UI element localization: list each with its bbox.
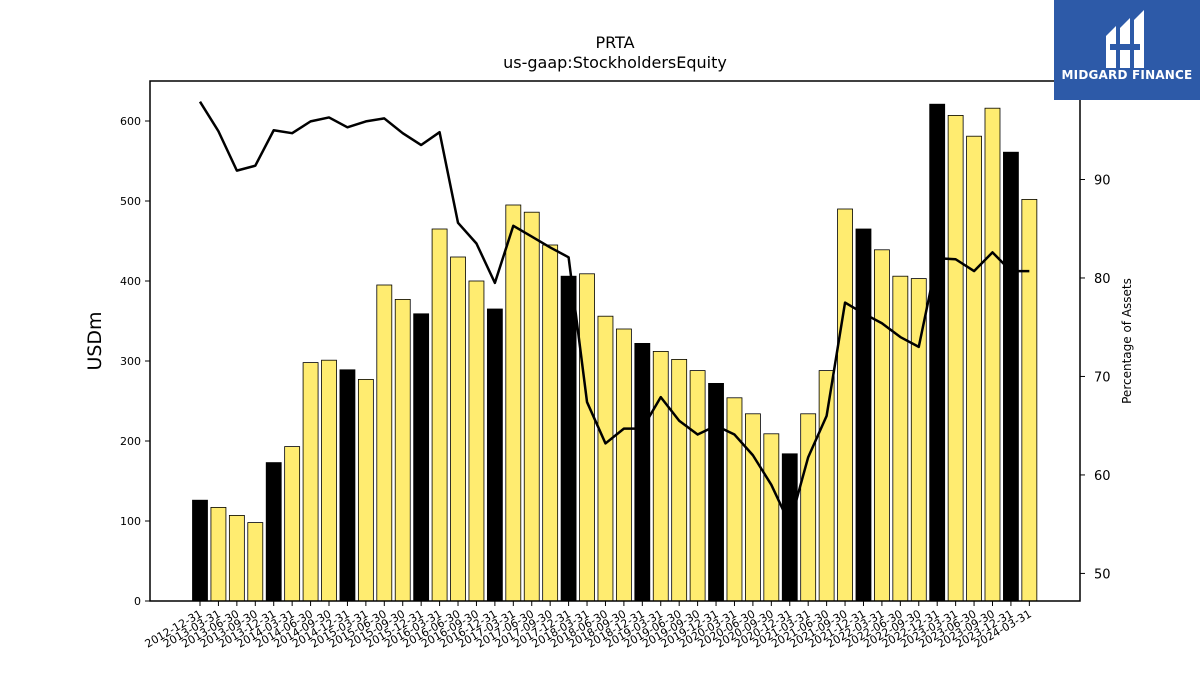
bar-2014-03-31 bbox=[284, 446, 301, 602]
bar-2013-06-30 bbox=[228, 515, 245, 602]
bar-2023-09-30 bbox=[984, 107, 1001, 602]
chart-subtitle: us-gaap:StockholdersEquity bbox=[503, 53, 727, 72]
y-tick-label: 0 bbox=[134, 595, 141, 608]
percentage-line-series bbox=[198, 101, 1030, 526]
y2-axis-label: Percentage of Assets bbox=[1120, 278, 1134, 404]
y-tick-label: 200 bbox=[120, 435, 141, 448]
bar-2013-12-31 bbox=[265, 462, 282, 602]
bar-2017-09-30 bbox=[542, 244, 559, 602]
bar-2023-06-30 bbox=[966, 135, 982, 602]
y2-tick-label: 80 bbox=[1094, 272, 1111, 287]
bar-2024-03-31 bbox=[1021, 198, 1038, 602]
brand-logo: MIDGARD FINANCE bbox=[1054, 0, 1200, 100]
bar-2015-12-31 bbox=[413, 313, 430, 602]
bar-2021-06-30 bbox=[818, 370, 835, 602]
y2-axis-ticks: 50 60 70 80 90 bbox=[1080, 173, 1111, 582]
chart-title: PRTA bbox=[595, 33, 634, 52]
y2-tick-label: 70 bbox=[1094, 370, 1111, 385]
bar-2018-03-31 bbox=[579, 273, 595, 602]
bar-2021-12-31 bbox=[855, 228, 872, 602]
bar-2019-03-31 bbox=[652, 350, 669, 602]
bar-2016-03-31 bbox=[431, 228, 448, 602]
bar-2018-06-30 bbox=[597, 315, 614, 602]
bar-2023-03-31 bbox=[947, 115, 964, 602]
bar-2019-12-31 bbox=[708, 382, 724, 602]
bar-2014-12-31 bbox=[339, 369, 356, 602]
bar-2017-12-31 bbox=[560, 275, 577, 602]
bar-2022-12-31 bbox=[929, 103, 946, 602]
bar-2020-12-31 bbox=[781, 453, 798, 602]
x-axis-ticks: 2012-12-312013-03-312013-06-302013-09-30… bbox=[143, 601, 1034, 651]
y2-tick-label: 90 bbox=[1094, 173, 1111, 188]
bar-2016-12-31 bbox=[486, 308, 503, 602]
y2-tick-label: 60 bbox=[1094, 469, 1111, 484]
bar-2019-06-30 bbox=[671, 358, 688, 602]
bar-2013-09-30 bbox=[247, 522, 264, 602]
bar-2015-09-30 bbox=[394, 298, 411, 602]
bar-2017-03-31 bbox=[505, 204, 522, 602]
bar-2020-06-30 bbox=[745, 413, 761, 602]
bar-2013-03-31 bbox=[210, 506, 227, 602]
bar-series bbox=[192, 103, 1038, 602]
bar-2021-03-31 bbox=[800, 413, 817, 602]
bar-2014-09-30 bbox=[321, 359, 337, 602]
bar-2012-12-31 bbox=[192, 499, 208, 602]
y-axis-label: USDm bbox=[84, 311, 106, 370]
bar-2018-12-31 bbox=[634, 342, 651, 602]
bar-2018-09-30 bbox=[615, 328, 632, 602]
y-tick-label: 400 bbox=[120, 275, 141, 288]
bar-2023-12-31 bbox=[1003, 151, 1019, 602]
midgard-logo-icon bbox=[1106, 10, 1144, 68]
bar-2019-09-30 bbox=[689, 370, 706, 602]
y-tick-label: 600 bbox=[120, 115, 141, 128]
y-axis-ticks: 0 100 200 300 400 500 600 bbox=[120, 115, 150, 608]
bar-2020-09-30 bbox=[763, 433, 780, 602]
bar-2017-06-30 bbox=[523, 211, 540, 602]
y-tick-label: 300 bbox=[120, 355, 141, 368]
y-tick-label: 100 bbox=[120, 515, 141, 528]
y-tick-label: 500 bbox=[120, 195, 141, 208]
bar-2015-03-31 bbox=[357, 378, 374, 602]
bar-2015-06-30 bbox=[376, 284, 393, 602]
bar-2016-06-30 bbox=[450, 256, 466, 602]
brand-name: MIDGARD FINANCE bbox=[1061, 68, 1193, 82]
bar-2014-06-30 bbox=[302, 362, 319, 602]
bar-2022-03-31 bbox=[874, 249, 890, 602]
bar-2022-06-30 bbox=[892, 275, 909, 602]
bar-2016-09-30 bbox=[468, 280, 485, 602]
y2-tick-label: 50 bbox=[1094, 567, 1111, 582]
plot-frame bbox=[149, 80, 1081, 602]
bar-2021-09-30 bbox=[837, 208, 853, 602]
percentage-line bbox=[198, 101, 1030, 526]
bar-2020-03-31 bbox=[726, 397, 743, 602]
